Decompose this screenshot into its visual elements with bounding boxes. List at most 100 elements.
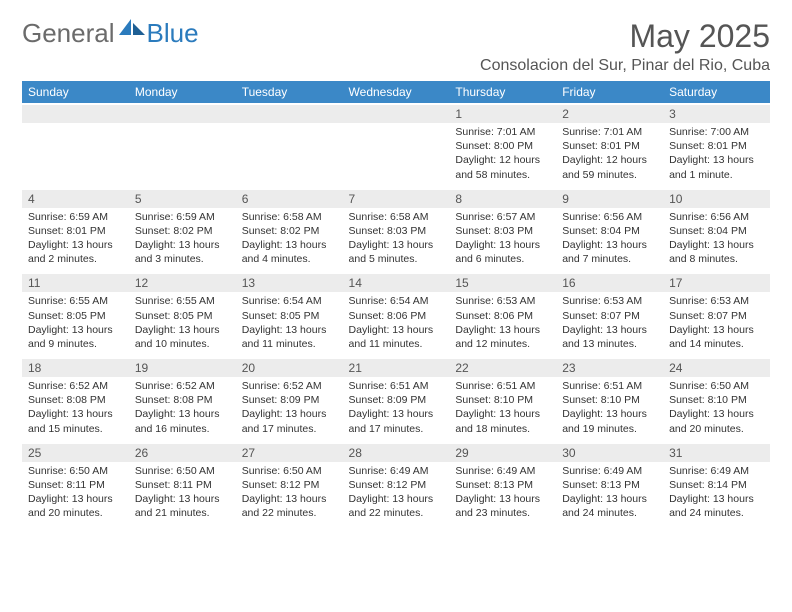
weekday-header: Wednesday xyxy=(343,81,450,104)
sunrise-text: Sunrise: 6:50 AM xyxy=(135,464,230,478)
sunset-text: Sunset: 8:00 PM xyxy=(455,139,550,153)
daylight-text-2: and 17 minutes. xyxy=(349,422,444,436)
daylight-text-1: Daylight: 13 hours xyxy=(562,238,657,252)
daylight-text-1: Daylight: 13 hours xyxy=(135,407,230,421)
day-detail-cell: Sunrise: 6:50 AMSunset: 8:11 PMDaylight:… xyxy=(129,462,236,529)
daylight-text-2: and 16 minutes. xyxy=(135,422,230,436)
day-detail-cell: Sunrise: 6:51 AMSunset: 8:09 PMDaylight:… xyxy=(343,377,450,444)
day-number-cell xyxy=(129,104,236,123)
daylight-text-2: and 58 minutes. xyxy=(455,168,550,182)
sunrise-text: Sunrise: 6:49 AM xyxy=(349,464,444,478)
sunset-text: Sunset: 8:07 PM xyxy=(669,309,764,323)
day-number-cell xyxy=(343,104,450,123)
daylight-text-2: and 2 minutes. xyxy=(28,252,123,266)
sunrise-text: Sunrise: 7:00 AM xyxy=(669,125,764,139)
day-number-cell: 14 xyxy=(343,274,450,292)
logo: General Blue xyxy=(22,18,199,49)
day-number-cell: 31 xyxy=(663,444,770,462)
logo-text-general: General xyxy=(22,18,115,49)
daylight-text-1: Daylight: 13 hours xyxy=(669,407,764,421)
daylight-text-1: Daylight: 13 hours xyxy=(562,492,657,506)
day-number-cell: 16 xyxy=(556,274,663,292)
day-detail-cell xyxy=(22,123,129,190)
daylight-text-2: and 20 minutes. xyxy=(669,422,764,436)
daylight-text-1: Daylight: 13 hours xyxy=(349,238,444,252)
daylight-text-2: and 8 minutes. xyxy=(669,252,764,266)
sunset-text: Sunset: 8:09 PM xyxy=(242,393,337,407)
daylight-text-1: Daylight: 13 hours xyxy=(349,407,444,421)
day-number-row: 18192021222324 xyxy=(22,359,770,377)
daylight-text-2: and 11 minutes. xyxy=(242,337,337,351)
daylight-text-2: and 19 minutes. xyxy=(562,422,657,436)
day-detail-row: Sunrise: 6:50 AMSunset: 8:11 PMDaylight:… xyxy=(22,462,770,529)
day-number-cell: 17 xyxy=(663,274,770,292)
daylight-text-1: Daylight: 13 hours xyxy=(669,238,764,252)
weekday-header: Thursday xyxy=(449,81,556,104)
sunrise-text: Sunrise: 6:56 AM xyxy=(669,210,764,224)
daylight-text-1: Daylight: 13 hours xyxy=(28,238,123,252)
day-number-row: 11121314151617 xyxy=(22,274,770,292)
sunrise-text: Sunrise: 6:51 AM xyxy=(455,379,550,393)
sunrise-text: Sunrise: 6:52 AM xyxy=(135,379,230,393)
day-detail-cell: Sunrise: 7:00 AMSunset: 8:01 PMDaylight:… xyxy=(663,123,770,190)
sunrise-text: Sunrise: 6:58 AM xyxy=(242,210,337,224)
weekday-header: Friday xyxy=(556,81,663,104)
day-number-cell: 11 xyxy=(22,274,129,292)
daylight-text-1: Daylight: 13 hours xyxy=(242,492,337,506)
daylight-text-2: and 59 minutes. xyxy=(562,168,657,182)
day-detail-cell: Sunrise: 6:58 AMSunset: 8:03 PMDaylight:… xyxy=(343,208,450,275)
sunrise-text: Sunrise: 6:55 AM xyxy=(28,294,123,308)
sunset-text: Sunset: 8:03 PM xyxy=(349,224,444,238)
calendar-table: Sunday Monday Tuesday Wednesday Thursday… xyxy=(22,81,770,528)
day-detail-row: Sunrise: 6:52 AM Sunset: 8:08 PM Daylight:… xyxy=(22,377,770,444)
day-number-cell: 3 xyxy=(663,104,770,123)
daylight-text-2: and 9 minutes. xyxy=(28,337,123,351)
sunset-text: Sunset: 8:10 PM xyxy=(669,393,764,407)
sunset-text: Sunset: 8:02 PM xyxy=(135,224,230,238)
day-number-cell: 9 xyxy=(556,190,663,208)
day-number-cell: 19 xyxy=(129,359,236,377)
daylight-text-1: Daylight: 13 hours xyxy=(135,492,230,506)
day-detail-cell: Sunrise: 6:54 AMSunset: 8:06 PMDaylight:… xyxy=(343,292,450,359)
day-number-cell: 5 xyxy=(129,190,236,208)
sunrise-text: Sunrise: 6:52 AM xyxy=(242,379,337,393)
day-detail-cell: Sunrise: 6:59 AMSunset: 8:01 PMDaylight:… xyxy=(22,208,129,275)
sunrise-text: Sunrise: 6:54 AM xyxy=(349,294,444,308)
weekday-header: Saturday xyxy=(663,81,770,104)
daylight-text-2: and 4 minutes. xyxy=(242,252,337,266)
day-detail-cell: Sunrise: 6:50 AMSunset: 8:11 PMDaylight:… xyxy=(22,462,129,529)
day-number-row: 123 xyxy=(22,104,770,123)
day-detail-cell: Sunrise: 6:52 AMSunset: 8:08 PMDaylight:… xyxy=(129,377,236,444)
daylight-text-1: Daylight: 13 hours xyxy=(669,492,764,506)
daylight-text-1: Daylight: 13 hours xyxy=(349,492,444,506)
daylight-text-1: Daylight: 13 hours xyxy=(455,323,550,337)
logo-text-blue: Blue xyxy=(147,18,199,49)
day-detail-cell: Sunrise: 6:54 AMSunset: 8:05 PMDaylight:… xyxy=(236,292,343,359)
day-number-cell xyxy=(22,104,129,123)
day-number-cell: 20 xyxy=(236,359,343,377)
daylight-text-2: and 1 minute. xyxy=(669,168,764,182)
sunrise-text: Sunrise: 6:59 AM xyxy=(28,210,123,224)
weekday-header: Tuesday xyxy=(236,81,343,104)
sunrise-text: Sunrise: 6:49 AM xyxy=(669,464,764,478)
sunset-text: Sunset: 8:08 PM xyxy=(28,393,123,407)
sunset-text: Sunset: 8:03 PM xyxy=(455,224,550,238)
day-detail-cell: Sunrise: 6:56 AMSunset: 8:04 PMDaylight:… xyxy=(663,208,770,275)
day-number-cell: 30 xyxy=(556,444,663,462)
sunset-text: Sunset: 8:05 PM xyxy=(135,309,230,323)
day-detail-cell: Sunrise: 6:51 AMSunset: 8:10 PMDaylight:… xyxy=(556,377,663,444)
sunset-text: Sunset: 8:02 PM xyxy=(242,224,337,238)
daylight-text-1: Daylight: 12 hours xyxy=(455,153,550,167)
day-detail-cell: Sunrise: 6:50 AMSunset: 8:12 PMDaylight:… xyxy=(236,462,343,529)
daylight-text-1: Daylight: 13 hours xyxy=(28,323,123,337)
daylight-text-1: Daylight: 12 hours xyxy=(562,153,657,167)
day-detail-cell: Sunrise: 6:49 AMSunset: 8:13 PMDaylight:… xyxy=(449,462,556,529)
sunrise-text: Sunrise: 6:58 AM xyxy=(349,210,444,224)
daylight-text-2: and 20 minutes. xyxy=(28,506,123,520)
day-number-cell: 1 xyxy=(449,104,556,123)
day-detail-row: Sunrise: 6:55 AM Sunset: 8:05 PM Daylight:… xyxy=(22,292,770,359)
day-detail-cell: Sunrise: 6:49 AMSunset: 8:12 PMDaylight:… xyxy=(343,462,450,529)
day-detail-cell xyxy=(236,123,343,190)
sunset-text: Sunset: 8:01 PM xyxy=(562,139,657,153)
day-number-cell: 15 xyxy=(449,274,556,292)
